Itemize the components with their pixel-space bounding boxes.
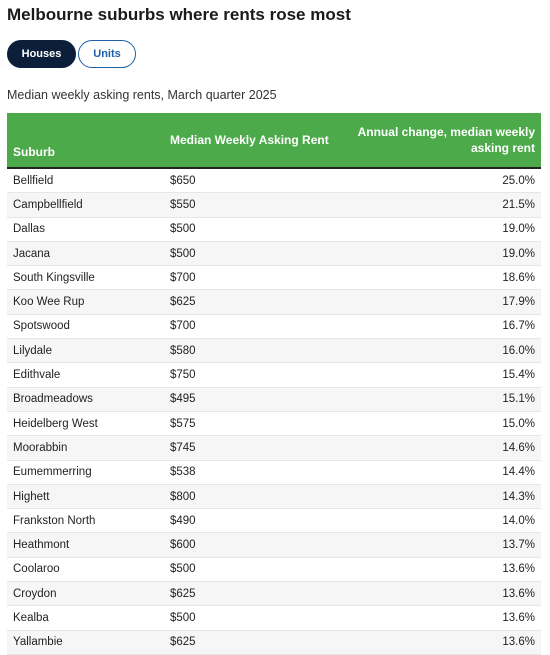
cell-rent: $800	[164, 484, 346, 510]
cell-change: 19.0%	[346, 217, 541, 242]
table-row: Frankston North $490 14.0%	[7, 508, 541, 534]
cell-rent: $500	[164, 557, 346, 583]
cell-rent: $600	[164, 532, 346, 558]
cell-suburb: Eumemmerring	[7, 460, 164, 485]
cell-rent: $500	[164, 241, 346, 267]
cell-rent: $500	[164, 217, 346, 242]
table-row: Eumemmerring $538 14.4%	[7, 460, 541, 485]
table-row: Heidelberg West $575 15.0%	[7, 411, 541, 437]
table-row: Jacana $500 19.0%	[7, 241, 541, 267]
cell-suburb: Croydon	[7, 581, 164, 607]
table-row: Croydon $625 13.6%	[7, 581, 541, 607]
cell-suburb: Moorabbin	[7, 435, 164, 461]
cell-suburb: Broadmeadows	[7, 387, 164, 412]
units-toggle-button[interactable]: Units	[78, 40, 136, 68]
table-row: Heathmont $600 13.7%	[7, 532, 541, 558]
header-change[interactable]: Annual change, median weekly asking rent	[346, 113, 541, 169]
table-body: Bellfield $650 25.0% Campbellfield $550 21.5%…	[7, 168, 541, 655]
cell-suburb: Lilydale	[7, 338, 164, 364]
cell-change: 21.5%	[346, 192, 541, 218]
table-row: Lilydale $580 16.0%	[7, 338, 541, 364]
table-row: Edithvale $750 15.4%	[7, 362, 541, 388]
table-row: Moorabbin $745 14.6%	[7, 435, 541, 461]
table-row: Dallas $500 19.0%	[7, 217, 541, 242]
table-row: Broadmeadows $495 15.1%	[7, 387, 541, 412]
cell-suburb: South Kingsville	[7, 265, 164, 291]
cell-suburb: Spotswood	[7, 314, 164, 340]
cell-suburb: Campbellfield	[7, 192, 164, 218]
cell-rent: $625	[164, 289, 346, 315]
cell-suburb: Frankston North	[7, 508, 164, 534]
cell-suburb: Heathmont	[7, 532, 164, 558]
cell-rent: $745	[164, 435, 346, 461]
cell-suburb: Dallas	[7, 217, 164, 242]
table-row: Highett $800 14.3%	[7, 484, 541, 510]
table-subtitle: Median weekly asking rents, March quarte…	[7, 88, 277, 102]
cell-rent: $700	[164, 265, 346, 291]
cell-change: 25.0%	[346, 168, 541, 194]
cell-change: 14.6%	[346, 435, 541, 461]
cell-change: 18.6%	[346, 265, 541, 291]
table-row: Campbellfield $550 21.5%	[7, 192, 541, 218]
table-row: Coolaroo $500 13.6%	[7, 557, 541, 583]
cell-rent: $650	[164, 168, 346, 194]
table-row: South Kingsville $700 18.6%	[7, 265, 541, 291]
cell-change: 13.6%	[346, 581, 541, 607]
cell-rent: $575	[164, 411, 346, 437]
table-row: Kealba $500 13.6%	[7, 605, 541, 631]
cell-rent: $700	[164, 314, 346, 340]
cell-change: 17.9%	[346, 289, 541, 315]
cell-rent: $580	[164, 338, 346, 364]
cell-change: 15.1%	[346, 387, 541, 412]
cell-suburb: Coolaroo	[7, 557, 164, 583]
table-row: Koo Wee Rup $625 17.9%	[7, 289, 541, 315]
cell-rent: $490	[164, 508, 346, 534]
cell-change: 13.7%	[346, 532, 541, 558]
cell-rent: $550	[164, 192, 346, 218]
header-suburb[interactable]: Suburb	[7, 113, 164, 169]
table-header: Suburb Median Weekly Asking Rent Annual …	[7, 113, 541, 169]
property-type-toggle: Houses Units	[7, 40, 543, 70]
cell-change: 14.4%	[346, 460, 541, 485]
cell-change: 15.0%	[346, 411, 541, 437]
cell-suburb: Kealba	[7, 605, 164, 631]
cell-rent: $625	[164, 581, 346, 607]
header-row: Suburb Median Weekly Asking Rent Annual …	[7, 113, 541, 169]
cell-suburb: Bellfield	[7, 168, 164, 194]
page-title: Melbourne suburbs where rents rose most	[7, 5, 351, 24]
houses-toggle-button[interactable]: Houses	[7, 40, 76, 68]
cell-suburb: Koo Wee Rup	[7, 289, 164, 315]
cell-rent: $750	[164, 362, 346, 388]
cell-change: 13.6%	[346, 557, 541, 583]
cell-change: 13.6%	[346, 605, 541, 631]
cell-change: 16.7%	[346, 314, 541, 340]
cell-suburb: Edithvale	[7, 362, 164, 388]
table-row: Bellfield $650 25.0%	[7, 168, 541, 194]
cell-rent: $500	[164, 605, 346, 631]
cell-change: 14.3%	[346, 484, 541, 510]
cell-suburb: Heidelberg West	[7, 411, 164, 437]
cell-suburb: Highett	[7, 484, 164, 510]
cell-change: 19.0%	[346, 241, 541, 267]
rents-table: Suburb Median Weekly Asking Rent Annual …	[7, 113, 541, 655]
cell-change: 14.0%	[346, 508, 541, 534]
cell-rent: $495	[164, 387, 346, 412]
cell-rent: $538	[164, 460, 346, 485]
table-row: Spotswood $700 16.7%	[7, 314, 541, 340]
cell-suburb: Jacana	[7, 241, 164, 267]
header-rent[interactable]: Median Weekly Asking Rent	[164, 113, 346, 169]
cell-change: 16.0%	[346, 338, 541, 364]
cell-change: 15.4%	[346, 362, 541, 388]
